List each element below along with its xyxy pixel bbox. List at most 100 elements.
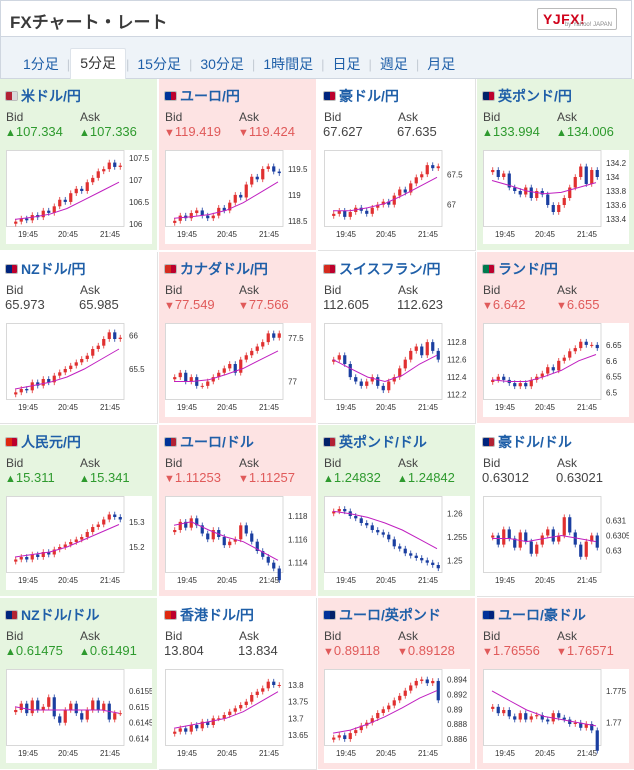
pair-name[interactable]: 米ドル/円 bbox=[21, 88, 81, 104]
yjfx-logo[interactable]: YJFX! by Yahoo! JAPAN bbox=[537, 8, 617, 30]
currency-flag-icon bbox=[5, 437, 18, 447]
bid-label: Bid bbox=[324, 629, 342, 643]
ask-value: ▲0.61491 bbox=[79, 643, 137, 658]
pair-name[interactable]: ユーロ/円 bbox=[180, 88, 240, 104]
tab-2[interactable]: 5分足 bbox=[70, 48, 126, 79]
rate-card[interactable]: 人民元/円 Bid Ask ▲15.311 ▲15.341 15.3 15.2 19:45 20… bbox=[0, 425, 158, 597]
rate-card[interactable]: 豪ドル/円 Bid Ask 67.627 67.635 67.5 67 19:45 20:45 2… bbox=[318, 79, 476, 251]
bid-label: Bid bbox=[483, 456, 501, 470]
mini-chart[interactable]: 107.5 107 106.5 106 19:45 20:45 21:45 bbox=[6, 150, 152, 244]
x-tick-label: 20:45 bbox=[217, 230, 238, 239]
rate-card[interactable]: NZドル/円 Bid Ask 65.973 65.985 66 65.5 19:45 20:45… bbox=[0, 252, 158, 424]
candle-body bbox=[200, 525, 204, 534]
pair-name[interactable]: ランド/円 bbox=[498, 261, 558, 277]
rate-card[interactable]: 英ポンド/ドル Bid Ask ▲1.24832 ▲1.24842 1.26 1.255 1.… bbox=[318, 425, 476, 597]
mini-chart[interactable]: 1.775 1.77 19:45 20:45 21:45 bbox=[483, 669, 629, 763]
candle-body bbox=[19, 389, 23, 393]
mini-chart[interactable]: 66 65.5 19:45 20:45 21:45 bbox=[6, 323, 152, 417]
candle-body bbox=[518, 383, 522, 387]
tab-7[interactable]: 週足 bbox=[379, 56, 408, 72]
candle-body bbox=[403, 690, 407, 696]
currency-flag-icon bbox=[323, 610, 336, 620]
candle-body bbox=[195, 377, 199, 386]
rate-card[interactable]: ランド/円 Bid Ask ▼6.642 ▼6.655 6.65 6.6 6.55 6.5 19:… bbox=[477, 252, 634, 424]
rate-card[interactable]: ユーロ/英ポンド Bid Ask ▼0.89118 ▼0.89128 0.894 0.892… bbox=[318, 598, 476, 770]
x-tick-label: 19:45 bbox=[177, 230, 198, 239]
pair-name[interactable]: ユーロ/豪ドル bbox=[498, 607, 586, 623]
mini-chart[interactable]: 0.894 0.892 0.89 0.888 0.886 19:45 20:45 21:45 bbox=[324, 669, 470, 763]
tab-6[interactable]: 日足 bbox=[332, 56, 361, 72]
bid-label: Bid bbox=[483, 629, 501, 643]
mini-chart[interactable]: 0.631 0.6305 0.63 19:45 20:45 21:45 bbox=[483, 496, 629, 590]
mini-chart[interactable]: 77.5 77 19:45 20:45 21:45 bbox=[165, 323, 311, 417]
candle-body bbox=[343, 355, 347, 364]
candle-body bbox=[370, 207, 374, 214]
candle-body bbox=[277, 568, 281, 581]
bid-price: 1.24832 bbox=[333, 470, 381, 485]
rate-card[interactable]: 米ドル/円 Bid Ask ▲107.334 ▲107.336 107.5 107 106.5… bbox=[0, 79, 158, 251]
tab-4[interactable]: 30分足 bbox=[200, 56, 244, 72]
bid-value: ▲0.61475 bbox=[5, 643, 63, 658]
mini-chart[interactable]: 1.118 1.116 1.114 19:45 20:45 21:45 bbox=[165, 496, 311, 590]
pair-name[interactable]: 人民元/円 bbox=[21, 434, 81, 450]
pair-name[interactable]: スイスフラン/円 bbox=[339, 261, 441, 277]
mini-chart[interactable]: 0.6155 0.615 0.6145 0.614 19:45 20:45 21:45 bbox=[6, 669, 152, 763]
tab-3[interactable]: 15分足 bbox=[137, 56, 181, 72]
rate-card[interactable]: スイスフラン/円 Bid Ask 112.605 112.623 112.8 112.6 11… bbox=[318, 252, 476, 424]
mini-chart[interactable]: 13.8 13.75 13.7 13.65 19:45 20:45 21:45 bbox=[165, 669, 311, 763]
candlestick-chart: 77.5 77 19:45 20:45 21:45 bbox=[165, 323, 304, 412]
x-tick-label: 21:45 bbox=[259, 403, 280, 412]
pair-header: 香港ドル/円 bbox=[164, 607, 254, 623]
candle-body bbox=[63, 544, 67, 547]
tab-1[interactable]: 1分足 bbox=[23, 56, 59, 72]
bid-label: Bid bbox=[324, 110, 342, 124]
mini-chart[interactable]: 134.2 134 133.8 133.6 133.4 19:45 20:45 21:45 bbox=[483, 150, 629, 244]
ask-value: 13.834 bbox=[238, 643, 278, 658]
pair-name[interactable]: NZドル/ドル bbox=[21, 607, 100, 623]
mini-chart[interactable]: 67.5 67 19:45 20:45 21:45 bbox=[324, 150, 470, 244]
y-tick-label: 119.5 bbox=[288, 165, 308, 174]
candle-body bbox=[25, 557, 29, 560]
candle-body bbox=[200, 385, 204, 387]
rate-card[interactable]: 豪ドル/ドル Bid Ask 0.63012 0.63021 0.631 0.6305 0.6… bbox=[477, 425, 634, 597]
candle-body bbox=[513, 383, 517, 387]
pair-name[interactable]: 英ポンド/円 bbox=[498, 88, 572, 104]
rate-card[interactable]: ユーロ/ドル Bid Ask ▼1.11253 ▼1.11257 1.118 1.116 1.… bbox=[159, 425, 317, 597]
tab-5[interactable]: 1時間足 bbox=[263, 56, 314, 72]
pair-name[interactable]: 豪ドル/円 bbox=[339, 88, 399, 104]
pair-name[interactable]: 英ポンド/ドル bbox=[339, 434, 427, 450]
ask-price: 65.985 bbox=[79, 297, 119, 312]
rate-card[interactable]: ユーロ/豪ドル Bid Ask ▼1.76556 ▼1.76571 1.775 1.77 19… bbox=[477, 598, 634, 770]
candle-body bbox=[277, 171, 281, 174]
rate-card[interactable]: 香港ドル/円 Bid Ask 13.804 13.834 13.8 13.75 13.7 13.… bbox=[159, 598, 317, 770]
mini-chart[interactable]: 112.8 112.6 112.4 112.2 19:45 20:45 21:45 bbox=[324, 323, 470, 417]
candle-body bbox=[69, 193, 73, 202]
y-tick-label: 13.75 bbox=[288, 698, 309, 707]
candle-body bbox=[332, 511, 336, 514]
pair-name[interactable]: 豪ドル/ドル bbox=[498, 434, 572, 450]
pair-name[interactable]: ユーロ/ドル bbox=[180, 434, 254, 450]
candle-body bbox=[266, 681, 270, 689]
x-tick-label: 20:45 bbox=[535, 749, 556, 758]
mini-chart[interactable]: 119.5 119 118.5 19:45 20:45 21:45 bbox=[165, 150, 311, 244]
pair-name[interactable]: カナダドル/円 bbox=[180, 261, 268, 277]
tab-8[interactable]: 月足 bbox=[427, 56, 456, 72]
candle-body bbox=[47, 697, 51, 707]
moving-average-line bbox=[173, 691, 279, 729]
ask-label: Ask bbox=[398, 110, 419, 124]
mini-chart[interactable]: 6.65 6.6 6.55 6.5 19:45 20:45 21:45 bbox=[483, 323, 629, 417]
pair-name[interactable]: 香港ドル/円 bbox=[180, 607, 254, 623]
rate-card[interactable]: ユーロ/円 Bid Ask ▼119.419 ▼119.424 119.5 119 118.5… bbox=[159, 79, 317, 251]
bid-label: Bid bbox=[165, 629, 183, 643]
x-tick-label: 19:45 bbox=[495, 749, 516, 758]
rate-card[interactable]: カナダドル/円 Bid Ask ▼77.549 ▼77.566 77.5 77 19:45 20… bbox=[159, 252, 317, 424]
currency-flag-icon bbox=[164, 91, 177, 101]
rate-card[interactable]: NZドル/ドル Bid Ask ▲0.61475 ▲0.61491 0.6155 0.615… bbox=[0, 598, 158, 770]
candle-body bbox=[557, 205, 561, 212]
candlestick-chart: 1.26 1.255 1.25 19:45 20:45 21:45 bbox=[324, 496, 468, 585]
rate-card[interactable]: 英ポンド/円 Bid Ask ▲133.994 ▲134.006 134.2 134 133.… bbox=[477, 79, 634, 251]
mini-chart[interactable]: 15.3 15.2 19:45 20:45 21:45 bbox=[6, 496, 152, 590]
pair-name[interactable]: NZドル/円 bbox=[21, 261, 86, 277]
mini-chart[interactable]: 1.26 1.255 1.25 19:45 20:45 21:45 bbox=[324, 496, 470, 590]
pair-name[interactable]: ユーロ/英ポンド bbox=[339, 607, 441, 623]
